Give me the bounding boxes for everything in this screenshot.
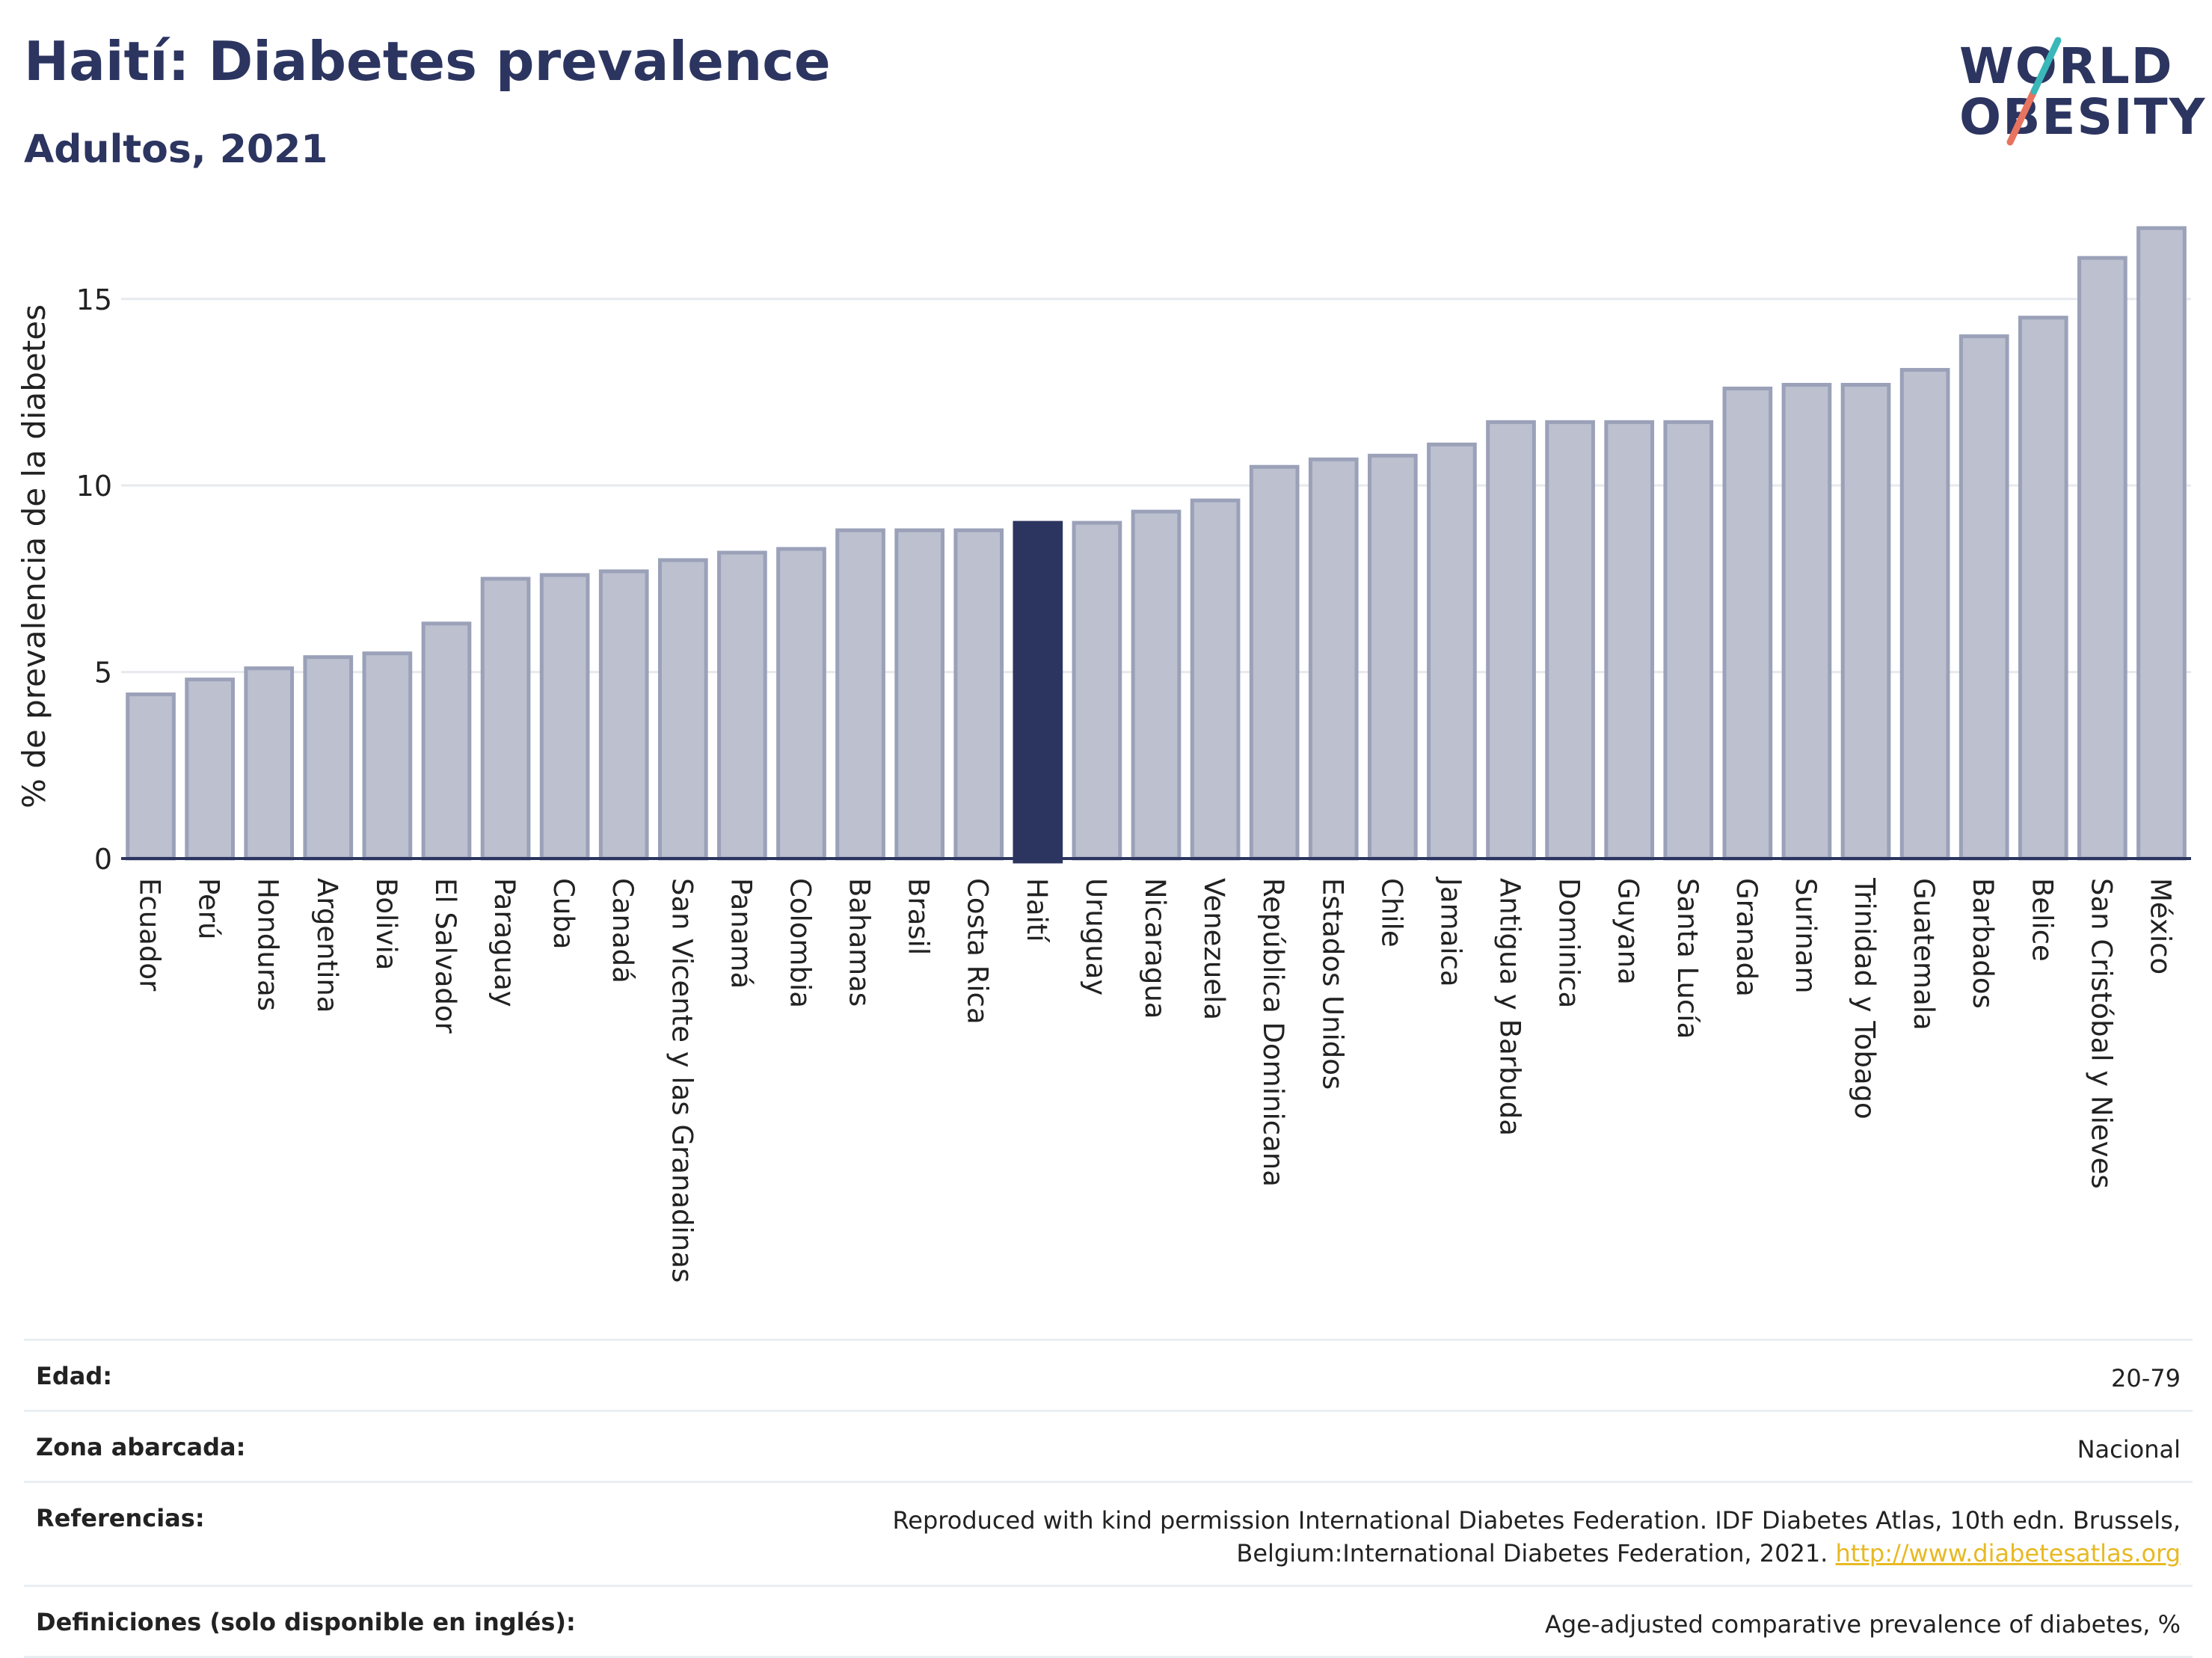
- bar: [1427, 442, 1477, 861]
- bar: [362, 651, 413, 861]
- x-tick-label: Costa Rica: [962, 878, 994, 1025]
- bar: [1308, 457, 1359, 861]
- x-tick-label: Antigua y Barbuda: [1494, 878, 1526, 1136]
- bar: [1899, 368, 1950, 861]
- x-tick-label: Surinam: [1789, 878, 1822, 994]
- x-tick-label: Brasil: [903, 878, 935, 955]
- x-tick-label: Trinidad y Tobago: [1849, 877, 1881, 1120]
- info-value: Age-adjusted comparative prevalence of d…: [1545, 1610, 2181, 1639]
- bar: [2077, 256, 2127, 861]
- x-tick-label: Uruguay: [1080, 878, 1112, 995]
- reference-text: Reproduced with kind permission Internat…: [892, 1506, 2181, 1568]
- bar: [1663, 420, 1714, 861]
- bar: [717, 550, 767, 861]
- bar: [657, 558, 708, 861]
- y-tick-label: 5: [94, 657, 112, 690]
- bar: [1131, 509, 1182, 861]
- reference-link[interactable]: http://www.diabetesatlas.org: [1835, 1539, 2181, 1568]
- world-obesity-logo: WORLD OBESITY: [1944, 30, 2205, 157]
- x-tick-label: Bolivia: [370, 878, 402, 970]
- y-axis-label: % de prevalencia de la diabetes: [16, 304, 52, 808]
- chart-title: Haití: Diabetes prevalence: [24, 30, 831, 93]
- logo-line-1: WORLD: [1959, 37, 2174, 95]
- info-label: Referencias:: [36, 1504, 205, 1532]
- x-tick-label: Canadá: [606, 878, 639, 983]
- x-tick-label: Jamaica: [1434, 876, 1466, 987]
- x-tick-label: Estados Unidos: [1316, 878, 1348, 1090]
- x-tick-label: Dominica: [1553, 878, 1585, 1008]
- bar-chart: 0 5 10 15 % de prevalencia de la diabetes Ecu…: [16, 226, 2191, 1283]
- bar: [1722, 386, 1773, 861]
- x-tick-label: Guatemala: [1908, 878, 1940, 1031]
- x-tick-label: San Cristóbal y Nieves: [2085, 878, 2117, 1189]
- info-value: Reproduced with kind permission Internat…: [648, 1504, 2181, 1570]
- bar: [1367, 453, 1418, 861]
- bar: [185, 678, 235, 861]
- bar: [1072, 521, 1122, 861]
- x-tick-label: Honduras: [252, 878, 284, 1011]
- x-tick-label: Guyana: [1612, 878, 1644, 985]
- x-tick-label: Santa Lucía: [1671, 878, 1703, 1039]
- x-tick-label: Argentina: [311, 878, 343, 1013]
- bar: [1958, 334, 2009, 861]
- x-tick-label: Haití: [1021, 878, 1053, 943]
- info-label: Edad:: [36, 1362, 113, 1390]
- x-tick-label: Granada: [1730, 878, 1763, 997]
- x-tick-label: Nicaragua: [1139, 878, 1171, 1019]
- x-tick-label: Panamá: [725, 878, 757, 989]
- bar: [1604, 420, 1655, 861]
- bar: [2018, 316, 2068, 861]
- bar: [2136, 226, 2187, 861]
- bar: [953, 528, 1004, 861]
- bar: [126, 693, 176, 861]
- info-table: Edad: 20-79 Zona abarcada: Nacional Refe…: [24, 1339, 2193, 1658]
- logo-line-2: OBESITY: [1959, 88, 2207, 146]
- info-value: 20-79: [2111, 1364, 2181, 1393]
- chart-subtitle: Adultos, 2021: [24, 127, 328, 172]
- bar: [1486, 420, 1536, 861]
- bar: [480, 577, 531, 861]
- info-row-area: Zona abarcada: Nacional: [24, 1410, 2193, 1481]
- x-tick-label: México: [2144, 878, 2176, 974]
- bar: [894, 528, 945, 861]
- x-tick-label: Venezuela: [1198, 878, 1230, 1020]
- x-tick-label: Colombia: [784, 878, 816, 1008]
- logo-slash-icon: [2006, 37, 2062, 146]
- x-tick-label: Barbados: [1967, 878, 1999, 1009]
- bar-highlight: [1013, 521, 1063, 864]
- info-row-references: Referencias: Reproduced with kind permis…: [24, 1481, 2193, 1585]
- bar: [539, 573, 590, 861]
- x-tick-label: El Salvador: [429, 878, 461, 1034]
- info-row-age: Edad: 20-79: [24, 1339, 2193, 1410]
- info-row-definitions: Definiciones (solo disponible en inglés)…: [24, 1585, 2193, 1658]
- bar: [598, 569, 649, 861]
- x-tick-label: Belice: [2026, 878, 2058, 962]
- bar: [1781, 382, 1832, 861]
- x-tick-label: Bahamas: [844, 878, 876, 1007]
- x-tick-label: Cuba: [547, 878, 580, 949]
- bar: [303, 655, 354, 861]
- bar: [1545, 420, 1595, 861]
- info-label: Definiciones (solo disponible en inglés)…: [36, 1608, 576, 1636]
- y-tick-label: 0: [94, 843, 112, 876]
- x-tick-label: Chile: [1375, 878, 1407, 948]
- x-tick-label: República Dominicana: [1257, 878, 1289, 1187]
- bar: [835, 528, 885, 861]
- bar: [421, 621, 472, 861]
- x-tick-label: Paraguay: [488, 878, 520, 1007]
- y-tick-label: 15: [76, 283, 112, 316]
- x-tick-label: Perú: [193, 878, 225, 939]
- info-label: Zona abarcada:: [36, 1433, 246, 1461]
- y-tick-label: 10: [76, 470, 112, 503]
- x-tick-label: San Vicente y las Granadinas: [666, 878, 698, 1283]
- x-tick-label: Ecuador: [134, 878, 166, 992]
- bar: [1190, 498, 1241, 861]
- bar: [776, 547, 826, 861]
- info-value: Nacional: [2077, 1435, 2181, 1464]
- bar: [1840, 382, 1891, 861]
- bar: [244, 666, 295, 861]
- bar: [1249, 464, 1300, 861]
